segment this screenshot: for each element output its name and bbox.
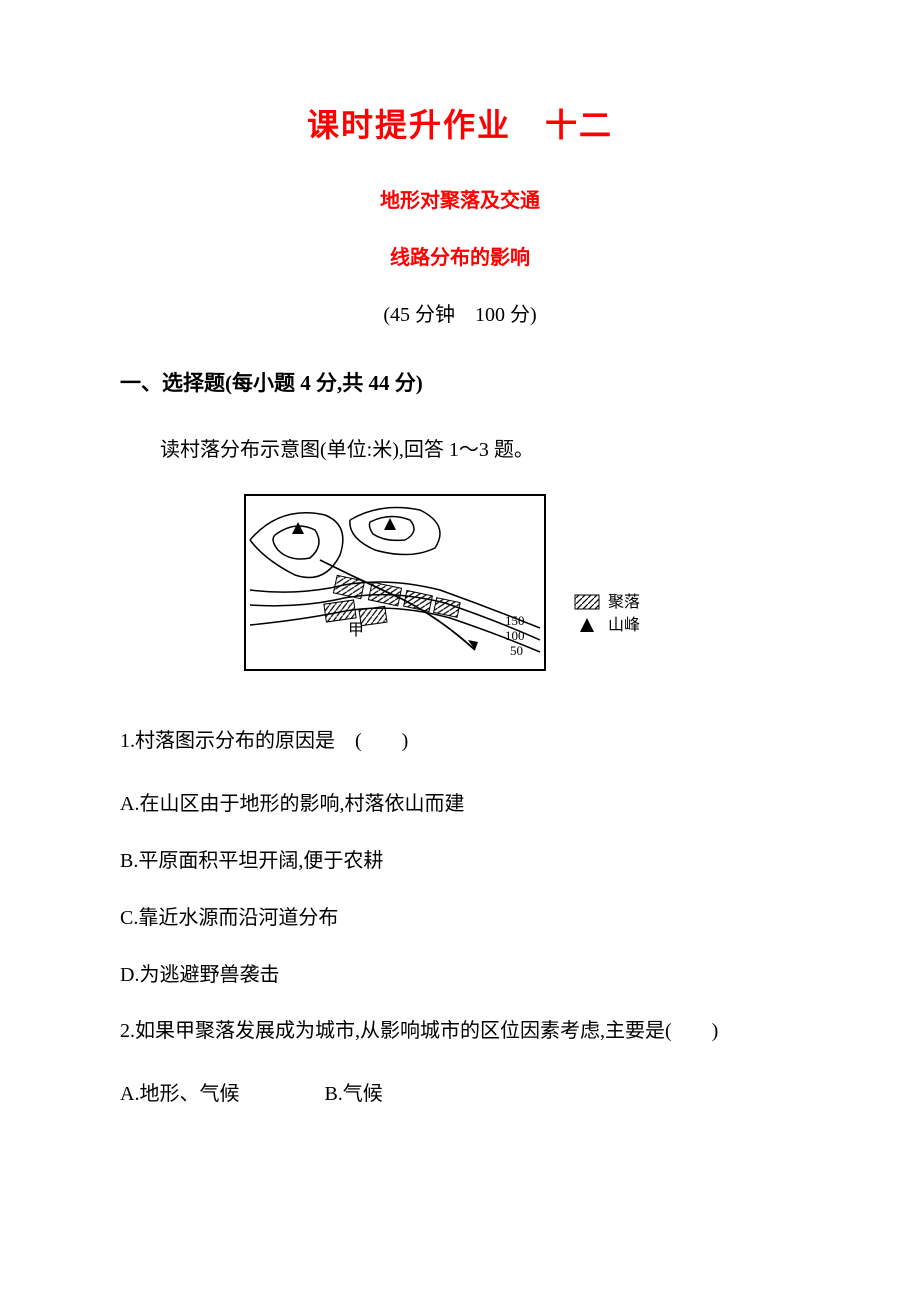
legend-triangle-icon — [580, 618, 594, 632]
settlement-5 — [324, 600, 356, 622]
q2-options-row: A.地形、气候 B.气候 — [120, 1077, 800, 1106]
main-title: 课时提升作业 十二 — [120, 100, 800, 146]
q1-option-d: D.为逃避野兽袭击 — [120, 958, 800, 987]
legend-hatch-icon — [575, 595, 599, 609]
section-heading: 一、选择题(每小题 4 分,共 44 分) — [120, 367, 800, 397]
figure-box: 甲 150 100 50 聚落 山峰 — [240, 490, 680, 685]
q1-option-c: C.靠近水源而沿河道分布 — [120, 901, 800, 930]
contour-label-150: 150 — [505, 613, 525, 628]
q1-stem: 1.村落图示分布的原因是 ( ) — [120, 725, 800, 757]
label-jia: 甲 — [348, 622, 364, 639]
village-map-svg: 甲 150 100 50 聚落 山峰 — [240, 490, 680, 680]
contour-label-50: 50 — [510, 643, 523, 658]
q2-option-a: A.地形、气候 — [120, 1077, 239, 1106]
subtitle-line2: 线路分布的影响 — [120, 241, 800, 270]
contour-label-100: 100 — [505, 628, 525, 643]
figure-container: 甲 150 100 50 聚落 山峰 — [120, 490, 800, 685]
instruction-text: 读村落分布示意图(单位:米),回答 1～3 题。 — [120, 433, 800, 462]
q1-option-b: B.平原面积平坦开阔,便于农耕 — [120, 844, 800, 873]
q2-option-b: B.气候 — [324, 1077, 382, 1106]
time-score: (45 分钟 100 分) — [120, 298, 800, 327]
legend-peak-label: 山峰 — [608, 616, 640, 634]
subtitle-line1: 地形对聚落及交通 — [120, 184, 800, 213]
q2-stem: 2.如果甲聚落发展成为城市,从影响城市的区位因素考虑,主要是( ) — [120, 1015, 800, 1047]
legend-settlement-label: 聚落 — [608, 593, 640, 611]
q1-option-a: A.在山区由于地形的影响,村落依山而建 — [120, 787, 800, 816]
